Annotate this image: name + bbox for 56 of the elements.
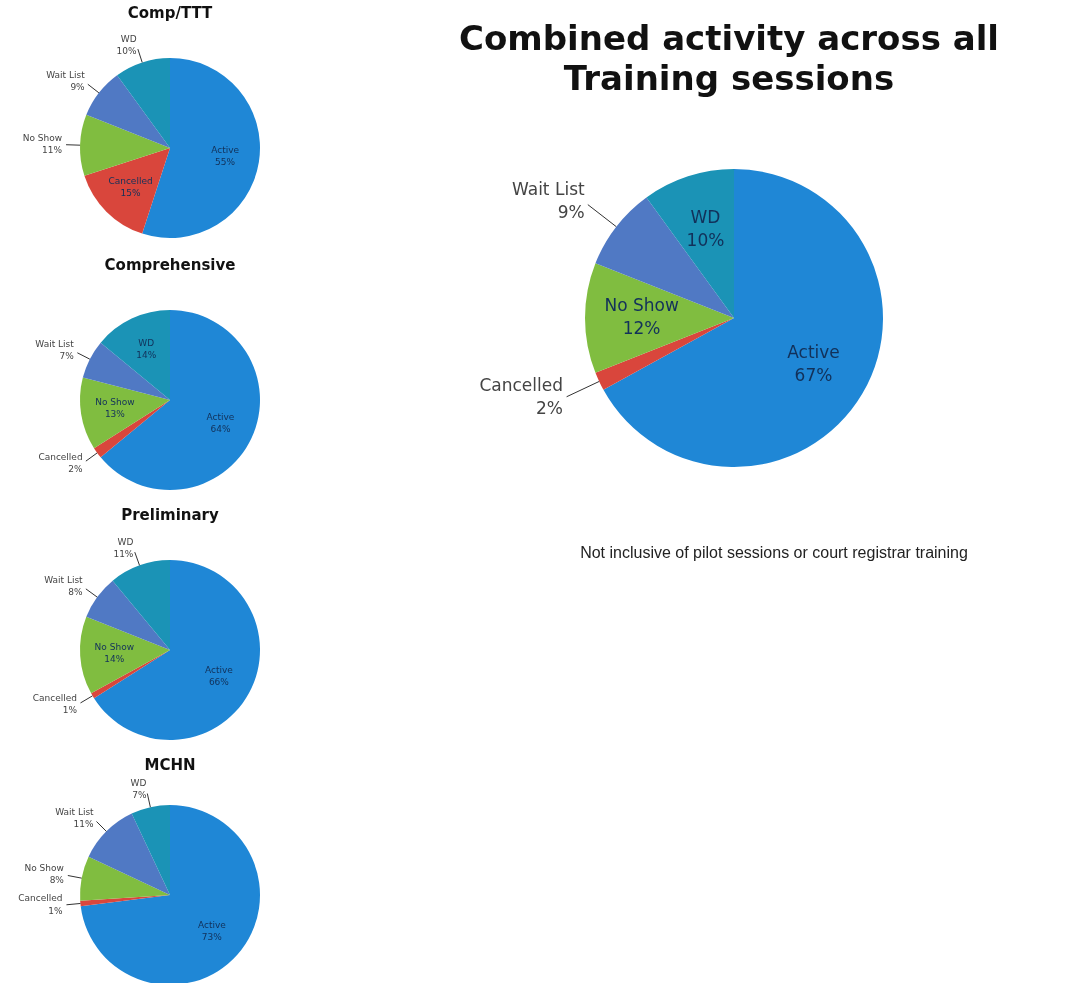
slice-label: Wait List — [55, 806, 95, 817]
data-label: 7% — [59, 351, 75, 362]
data-label: 15% — [120, 187, 141, 198]
slice-label: No Show — [95, 397, 135, 407]
data-label: 1% — [48, 905, 63, 916]
slice-label: Wait List — [44, 574, 84, 585]
slice-label: Wait List — [46, 70, 86, 81]
slice-label: Cancelled — [38, 451, 83, 462]
data-label: 67% — [794, 364, 833, 385]
slice-label: Cancelled — [479, 375, 563, 396]
slice-label: WD — [117, 536, 134, 547]
data-label: 1% — [62, 705, 78, 716]
data-label: 14% — [136, 349, 157, 360]
chart-title: Comprehensive — [103, 256, 237, 274]
slice-label: Active — [197, 920, 227, 931]
slice-label: WD — [130, 777, 147, 788]
slice-label: No Show — [604, 294, 679, 315]
slice-label: WD — [690, 207, 721, 228]
slice-label: Cancelled — [32, 693, 78, 704]
slice-label: Cancelled — [108, 175, 153, 186]
text: Not inclusive of pilot sessions or court registrar training — [579, 544, 969, 562]
slice-label: Cancelled — [18, 893, 63, 904]
slice-label: Active — [206, 412, 235, 423]
slice-label: Wait List — [512, 179, 585, 200]
data-label: 8% — [68, 586, 84, 597]
slice-label: Active — [787, 341, 840, 362]
slice-label: No Show — [94, 641, 135, 652]
data-label: 73% — [201, 932, 223, 943]
slice-label: No Show — [22, 132, 63, 143]
slice-label: Active — [211, 145, 240, 155]
slice-label: WD — [120, 33, 137, 44]
slice-label: No Show — [24, 863, 64, 874]
data-label: 11% — [42, 145, 63, 156]
data-label: 9% — [557, 202, 585, 223]
data-label: 66% — [208, 677, 230, 688]
data-label: 11% — [73, 819, 95, 830]
data-label: 55% — [215, 157, 236, 168]
slice-label: WD — [138, 337, 155, 348]
data-label: 2% — [536, 398, 563, 419]
slice-label: Wait List — [35, 339, 75, 350]
data-label: 9% — [70, 82, 86, 93]
slice-label: Active — [204, 665, 234, 676]
data-label: 2% — [68, 463, 84, 474]
data-label: 11% — [113, 548, 134, 559]
data-label: 7% — [132, 790, 147, 801]
chart-title: Preliminary — [120, 506, 220, 524]
data-label: 14% — [104, 653, 125, 664]
data-label: 10% — [686, 230, 725, 251]
data-label: 8% — [49, 875, 65, 886]
chart-title: Comp/TTT — [126, 4, 214, 22]
data-label: 12% — [622, 317, 661, 338]
chart-title: Combined activity across all Training sessions — [457, 18, 1000, 98]
data-label: 64% — [210, 424, 231, 435]
data-label: 10% — [116, 45, 138, 56]
data-label: 13% — [104, 409, 126, 420]
chart-title: MCHN — [143, 756, 197, 774]
